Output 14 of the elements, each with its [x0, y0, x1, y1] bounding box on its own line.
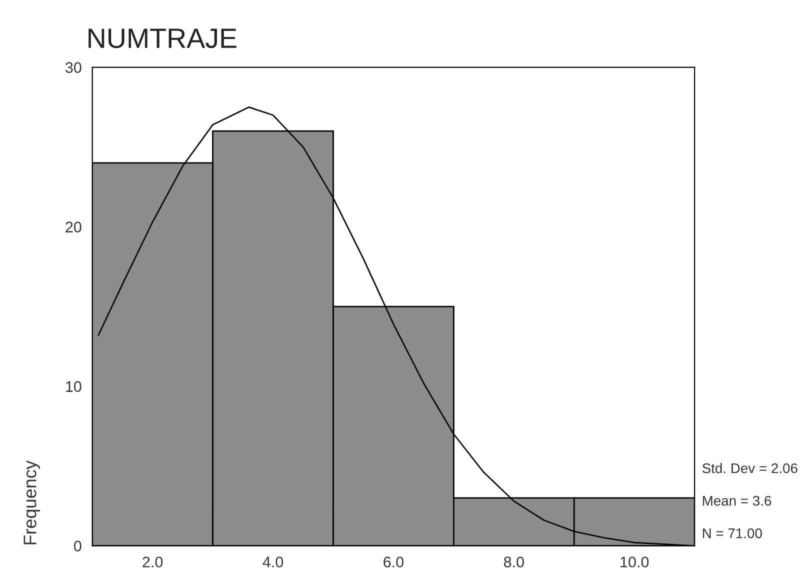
y-tick-label: 20 [66, 222, 82, 232]
y-axis-title: Frequency [24, 460, 40, 544]
x-tick-label: 10.0 [620, 556, 649, 568]
x-tick-label: 4.0 [262, 556, 284, 568]
text: Mean = 3.6 [702, 496, 772, 506]
x-tick-label: 6.0 [384, 556, 404, 568]
y-tick-label: 30 [66, 62, 82, 73]
text: N = 71.00 [702, 528, 762, 538]
y-tick-label: 0 [74, 540, 82, 552]
text: Std. Dev = 2.06 [702, 462, 798, 474]
chart-title: NUMTRAJE [88, 28, 236, 48]
y-tick-label: 10 [66, 381, 82, 392]
x-tick-label: 2.0 [142, 556, 163, 568]
x-tick-label: 8.0 [504, 556, 524, 568]
